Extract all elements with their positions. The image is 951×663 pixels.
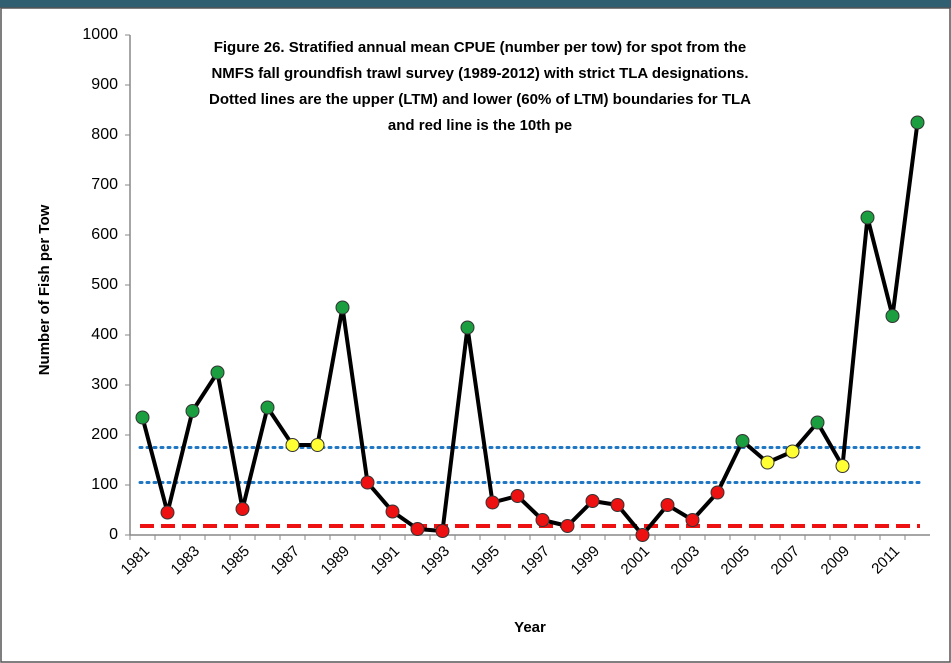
data-point xyxy=(510,489,525,503)
y-tick-label: 300 xyxy=(91,376,118,393)
x-tick-label: 1983 xyxy=(168,543,204,579)
x-tick-label: 2011 xyxy=(868,543,903,578)
data-point xyxy=(260,400,275,415)
data-point xyxy=(285,438,300,452)
data-point xyxy=(160,505,175,520)
data-point xyxy=(435,524,450,538)
x-tick-label: 2005 xyxy=(718,543,754,579)
data-point xyxy=(910,115,925,130)
data-point xyxy=(585,494,600,508)
y-tick-label: 0 xyxy=(109,526,118,543)
x-tick-label: 2003 xyxy=(668,543,704,579)
data-point xyxy=(635,528,650,542)
data-point xyxy=(360,475,375,490)
x-tick-label: 2009 xyxy=(818,543,854,579)
data-point xyxy=(385,504,400,519)
data-point xyxy=(235,502,250,516)
data-point xyxy=(610,498,625,512)
x-tick-label: 2007 xyxy=(768,543,804,579)
data-point xyxy=(535,513,550,527)
y-tick-label: 800 xyxy=(91,126,118,143)
x-tick-label: 1987 xyxy=(268,543,304,579)
x-tick-label: 1993 xyxy=(418,543,454,579)
data-point xyxy=(810,415,825,430)
data-point xyxy=(185,404,200,418)
x-tick-label: 1981 xyxy=(118,543,154,579)
data-point xyxy=(835,459,850,473)
y-axis-label: Number of Fish per Tow xyxy=(36,204,53,375)
x-tick-label: 1989 xyxy=(318,543,354,579)
x-axis-label: Year xyxy=(514,619,546,636)
data-point xyxy=(685,513,700,527)
x-tick-label: 1997 xyxy=(518,543,554,579)
data-point xyxy=(885,309,900,323)
x-tick-label: 2001 xyxy=(618,543,654,579)
x-tick-label: 1999 xyxy=(568,543,604,579)
data-point xyxy=(310,438,325,452)
x-tick-label: 1995 xyxy=(468,543,504,579)
chart-title: NMFS fall groundfish trawl survey (1989-… xyxy=(211,65,748,82)
data-point xyxy=(785,444,800,459)
y-tick-label: 500 xyxy=(91,276,118,293)
chart-title: Figure 26. Stratified annual mean CPUE (… xyxy=(214,39,747,56)
data-point xyxy=(760,455,775,470)
data-point xyxy=(210,365,225,380)
data-point xyxy=(485,495,500,510)
y-tick-label: 200 xyxy=(91,426,118,443)
data-point xyxy=(735,434,750,448)
x-tick-label: 1991 xyxy=(368,543,404,579)
data-point xyxy=(560,519,575,533)
chart-title: Dotted lines are the upper (LTM) and low… xyxy=(209,91,751,108)
y-tick-label: 700 xyxy=(91,176,118,193)
data-point xyxy=(460,320,475,335)
y-tick-label: 900 xyxy=(91,76,118,93)
data-point xyxy=(660,498,675,512)
x-tick-label: 1985 xyxy=(218,543,254,579)
y-tick-label: 600 xyxy=(91,226,118,243)
series-line xyxy=(140,122,920,537)
data-point xyxy=(135,410,150,425)
y-tick-label: 1000 xyxy=(82,26,118,43)
data-point xyxy=(335,300,350,315)
chart-border xyxy=(0,7,951,663)
y-tick-label: 100 xyxy=(91,476,118,493)
data-point xyxy=(710,485,725,500)
data-point xyxy=(410,522,425,536)
data-point xyxy=(860,210,875,225)
top-bar xyxy=(0,0,951,8)
y-tick-label: 400 xyxy=(91,326,118,343)
chart-title: and red line is the 10th pe xyxy=(388,117,572,134)
